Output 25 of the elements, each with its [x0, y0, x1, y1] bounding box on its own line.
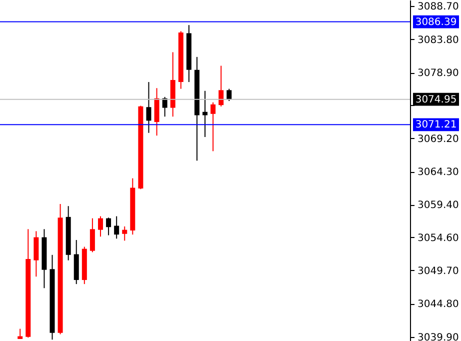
candlestick [210, 102, 216, 152]
candlestick [34, 230, 39, 278]
candlestick [122, 226, 128, 242]
candlestick [106, 217, 112, 236]
ref-line-label: 3086.39 [415, 16, 457, 28]
y-tick-label: 3069.20 [418, 134, 459, 145]
y-tick-label: 3088.70 [418, 2, 459, 13]
y-tick-label: 3054.60 [418, 232, 459, 244]
y-tick-label: 3078.90 [418, 68, 459, 80]
y-tick-label: 3059.40 [418, 200, 459, 212]
candlestick [226, 88, 232, 102]
candlestick [18, 328, 23, 340]
y-tick-label: 3083.80 [418, 34, 459, 46]
ref-line-label: 3071.21 [415, 120, 457, 131]
y-tick-label: 3044.80 [418, 299, 459, 310]
y-tick-label: 3049.70 [418, 266, 459, 277]
candlestick [114, 216, 120, 240]
candlestick [90, 218, 95, 253]
ref-line-label: 3074.95 [415, 94, 457, 106]
candlestick [218, 65, 224, 107]
candlestick [154, 88, 160, 136]
y-tick-label: 3039.90 [418, 332, 459, 341]
candlestick [146, 82, 152, 134]
y-tick-label: 3064.30 [418, 167, 459, 178]
candlestick [98, 216, 103, 238]
